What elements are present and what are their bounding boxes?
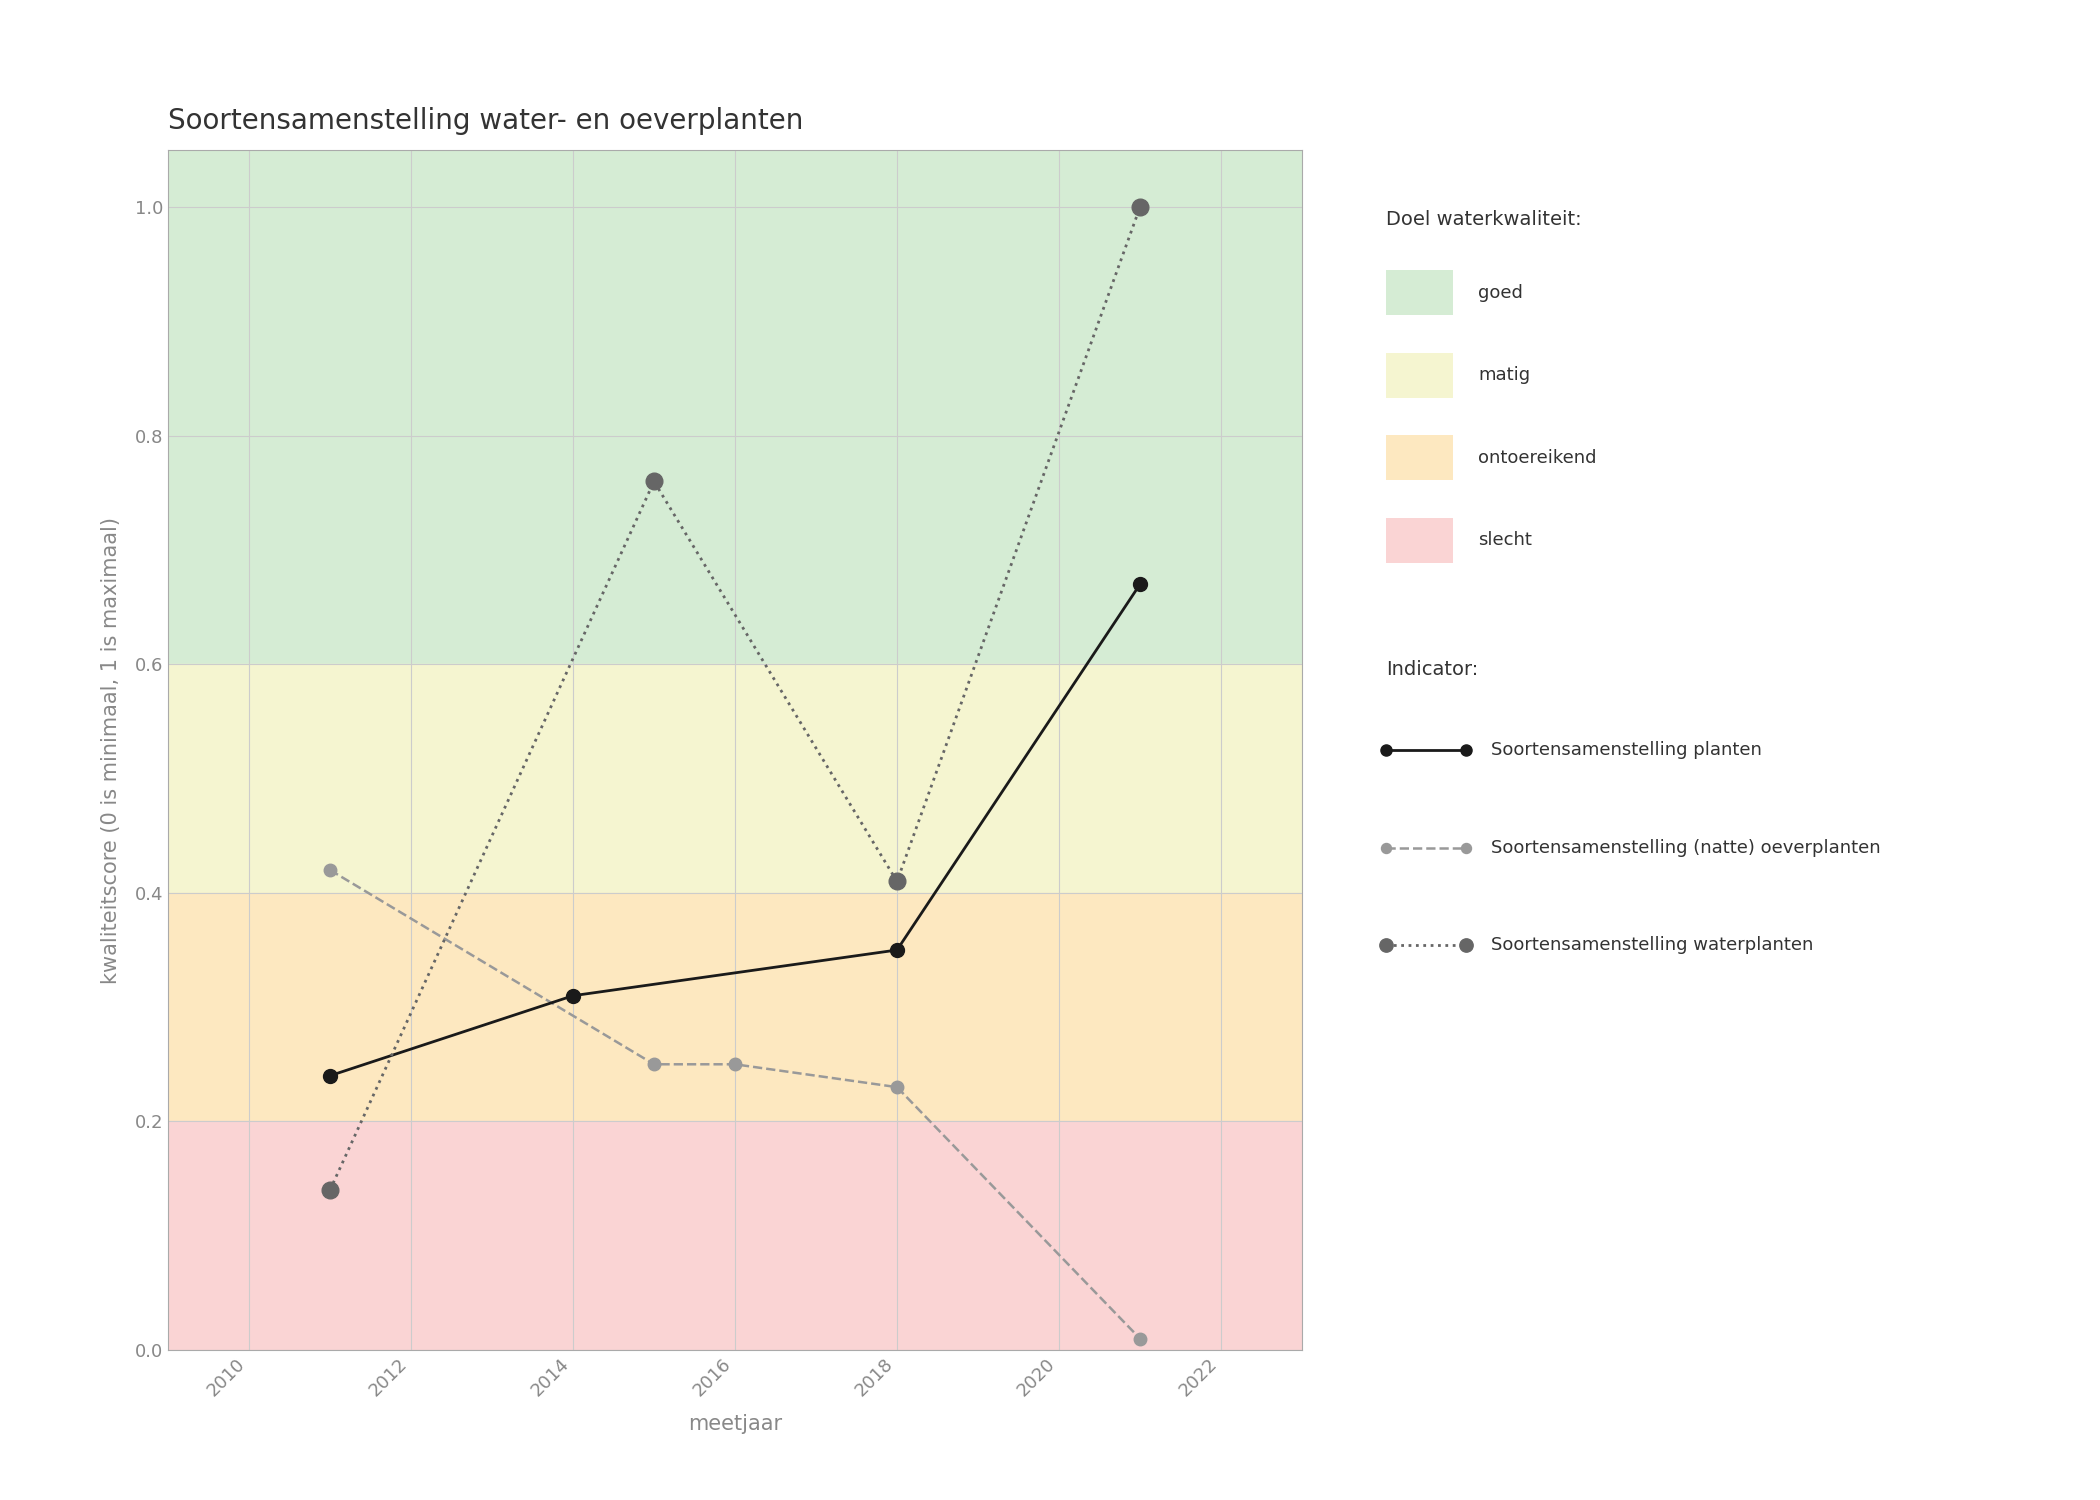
- Bar: [168, 150, 1302, 664]
- Text: Indicator:: Indicator:: [1386, 660, 1478, 680]
- Text: Soortensamenstelling (natte) oeverplanten: Soortensamenstelling (natte) oeverplante…: [1491, 839, 1882, 856]
- X-axis label: meetjaar: meetjaar: [689, 1414, 781, 1434]
- Bar: [168, 892, 1302, 1122]
- Y-axis label: kwaliteitscore (0 is minimaal, 1 is maximaal): kwaliteitscore (0 is minimaal, 1 is maxi…: [101, 516, 122, 984]
- Text: Soortensamenstelling waterplanten: Soortensamenstelling waterplanten: [1491, 936, 1814, 954]
- Text: slecht: slecht: [1478, 531, 1533, 549]
- Text: Doel waterkwaliteit:: Doel waterkwaliteit:: [1386, 210, 1581, 230]
- Text: Soortensamenstelling water- en oeverplanten: Soortensamenstelling water- en oeverplan…: [168, 106, 804, 135]
- Bar: [168, 1122, 1302, 1350]
- Text: ontoereikend: ontoereikend: [1478, 448, 1596, 466]
- Text: matig: matig: [1478, 366, 1531, 384]
- Text: Soortensamenstelling planten: Soortensamenstelling planten: [1491, 741, 1762, 759]
- Text: goed: goed: [1478, 284, 1522, 302]
- Bar: [168, 664, 1302, 892]
